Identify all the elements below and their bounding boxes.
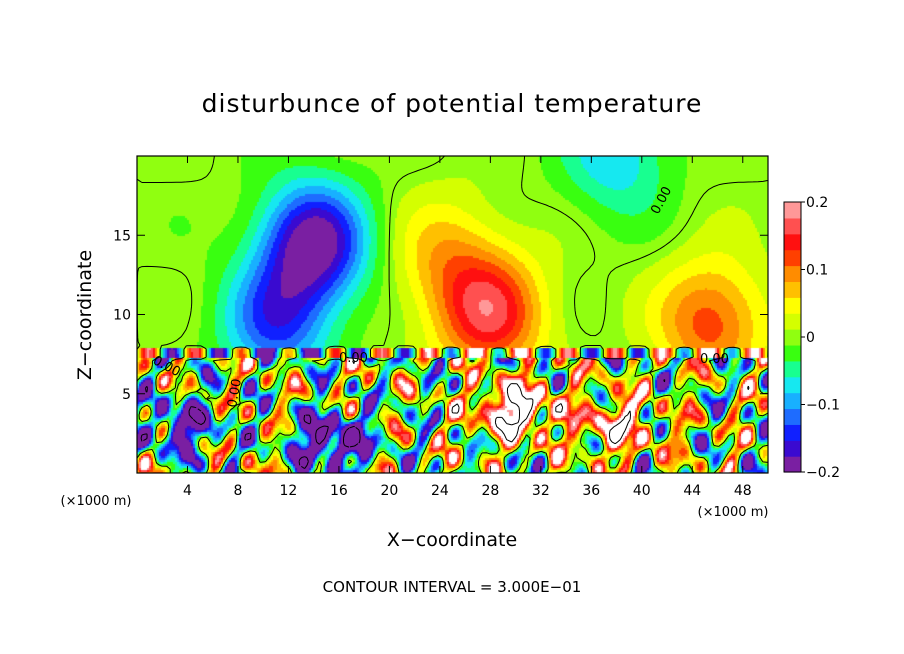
colorbar: 0.2 0.1 0 −0.1 −0.2 — [783, 195, 840, 481]
colorbar-swatch — [784, 249, 801, 267]
colorbar-tick-label: −0.2 — [806, 465, 840, 481]
contour-line — [140, 379, 666, 470]
colorbar-swatch — [784, 281, 801, 298]
heatmap-field — [137, 156, 768, 473]
x-tick-label: 20 — [380, 483, 398, 499]
contour-label-low-left: 0.00 — [225, 378, 245, 409]
colorbar-tick-label: 0.1 — [806, 263, 828, 279]
colorbar-tick-label: 0.2 — [806, 195, 828, 211]
y-tick-label: 5 — [122, 387, 131, 403]
x-tick-label: 4 — [183, 483, 192, 499]
x-tick-label: 12 — [280, 483, 298, 499]
colorbar-swatch — [784, 344, 801, 362]
y-tick-label: 10 — [113, 308, 131, 324]
contour-interval-note: CONTOUR INTERVAL = 3.000E−01 — [323, 578, 582, 596]
x-unit-right: (×1000 m) — [698, 505, 769, 520]
contour-lines — [136, 155, 769, 474]
colorbar-swatch — [784, 424, 801, 441]
colorbar-swatch — [784, 376, 801, 394]
colorbar-swatch — [784, 408, 801, 425]
colorbar-swatch — [784, 440, 801, 457]
y-axis: 5 10 15 — [113, 228, 768, 403]
colorbar-swatch — [784, 265, 801, 283]
x-tick-label: 32 — [532, 483, 550, 499]
colorbar-tick-label: −0.1 — [806, 398, 840, 414]
contour-labels: 0.00 0.00 0.00 0.00 0.00 — [150, 184, 729, 408]
y-tick-label: 15 — [113, 228, 131, 244]
chart-title: disturbunce of potential temperature — [202, 89, 703, 118]
x-tick-label: 24 — [431, 483, 449, 499]
colorbar-swatch — [784, 233, 801, 251]
x-tick-label: 28 — [481, 483, 499, 499]
contour-line — [352, 360, 750, 445]
contour-label-mid: 0.00 — [339, 351, 368, 366]
colorbar-swatch — [784, 456, 801, 473]
x-tick-label: 8 — [233, 483, 242, 499]
x-unit-left: (×1000 m) — [61, 494, 132, 509]
y-axis-label: Z−coordinate — [74, 250, 96, 380]
x-axis-label: X−coordinate — [387, 529, 517, 551]
plot-area: 0.00 0.00 0.00 0.00 0.00 — [136, 155, 769, 474]
colorbar-swatch — [784, 313, 801, 330]
colorbar-swatch — [784, 360, 801, 378]
x-tick-label: 48 — [734, 483, 752, 499]
x-tick-label: 16 — [330, 483, 348, 499]
colorbar-swatch — [784, 297, 801, 314]
x-tick-label: 40 — [633, 483, 651, 499]
colorbar-swatch — [784, 217, 801, 235]
colorbar-tick-label: 0 — [806, 330, 815, 346]
contour-line — [136, 155, 769, 474]
contour-label-right: 0.00 — [700, 352, 729, 367]
colorbar-swatch — [784, 329, 801, 346]
colorbar-swatch — [784, 392, 801, 410]
x-tick-label: 44 — [683, 483, 701, 499]
colorbar-swatch — [784, 202, 801, 219]
x-axis: 4 8 12 16 20 24 28 32 36 40 44 48 — [183, 156, 752, 499]
x-tick-label: 36 — [582, 483, 600, 499]
